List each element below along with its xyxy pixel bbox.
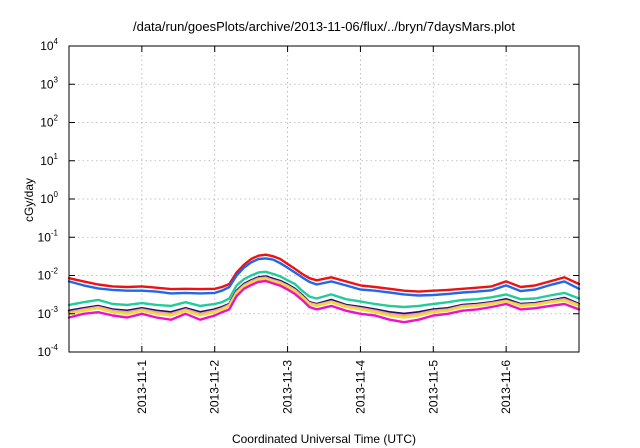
series-lines (67, 253, 581, 324)
x-axis-label: Coordinated Universal Time (UTC) (232, 432, 416, 446)
y-tick-label: 100 (40, 190, 58, 206)
series-line-3 (67, 270, 581, 309)
series-line-2 (67, 257, 581, 297)
x-tick-label: 2013-11-5 (426, 360, 440, 414)
x-tick-label: 2013-11-3 (281, 360, 295, 414)
y-axis-label: cGy/day (22, 178, 36, 222)
series-line-6 (67, 277, 581, 319)
y-tick-labels: 10-4 10-3 10-2 10-1 100 101 102 103 104 (38, 37, 59, 359)
x-tick-label: 2013-11-2 (208, 360, 222, 414)
series-line-7 (67, 279, 581, 324)
x-tick-label: 2013-11-1 (135, 360, 149, 414)
y-tick-label: 10-1 (38, 228, 59, 244)
chart-title: /data/run/goesPlots/archive/2013-11-06/f… (133, 19, 515, 34)
y-tick-label: 101 (40, 152, 58, 168)
x-tick-label: 2013-11-4 (353, 360, 367, 414)
y-tick-label: 102 (40, 114, 58, 130)
y-tick-label: 103 (40, 75, 58, 91)
y-tick-label: 10-2 (38, 267, 59, 283)
axis-ticks (69, 45, 579, 353)
grid (69, 46, 579, 352)
x-tick-label: 2013-11-6 (499, 360, 513, 414)
x-tick-labels: 2013-11-1 2013-11-2 2013-11-3 2013-11-4 2013… (135, 360, 513, 414)
y-tick-label: 10-3 (38, 305, 59, 321)
y-tick-label: 104 (40, 37, 58, 53)
series-line-1 (67, 253, 581, 293)
y-tick-label: 10-4 (38, 343, 59, 359)
